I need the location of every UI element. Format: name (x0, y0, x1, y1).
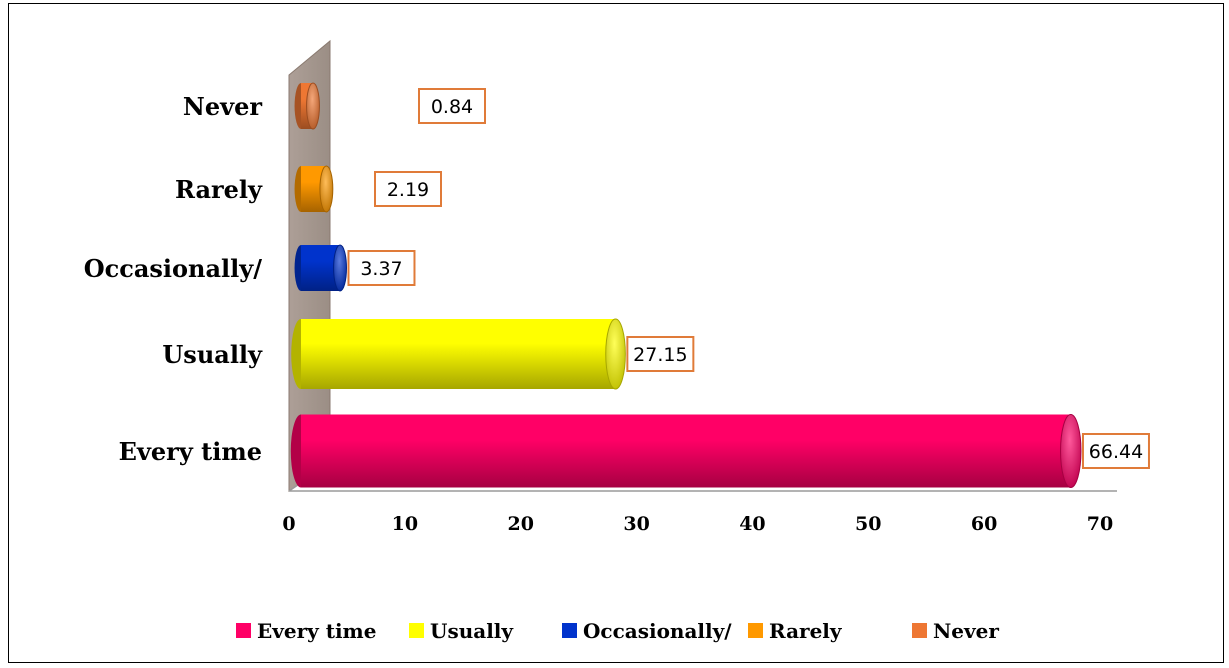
data-label-every-time: 66.44 (1081, 433, 1150, 469)
category-label-never: Never (183, 92, 262, 121)
category-label-rarely: Rarely (175, 175, 263, 204)
bar-rarely (294, 165, 334, 213)
data-label-usually: 27.15 (626, 336, 695, 372)
svg-text:Every time: Every time (257, 619, 376, 643)
x-tick-label-60: 60 (971, 513, 997, 535)
category-label-usually: Usually (162, 340, 263, 369)
category-label-every-time: Every time (119, 437, 262, 466)
svg-text:Usually: Usually (430, 619, 514, 643)
x-tick-label-30: 30 (623, 513, 649, 535)
svg-text:Occasionally/: Occasionally/ (583, 619, 732, 643)
svg-text:Never: Never (933, 619, 999, 643)
bar-usually (291, 318, 626, 390)
svg-text:27.15: 27.15 (633, 344, 687, 366)
bar-every-time (290, 414, 1082, 488)
x-tick-label-70: 70 (1087, 513, 1113, 535)
category-label-occasionally: Occasionally/ (84, 254, 263, 283)
x-tick-label-40: 40 (739, 513, 765, 535)
x-tick-label-10: 10 (392, 513, 418, 535)
x-tick-label-50: 50 (855, 513, 881, 535)
svg-text:0.84: 0.84 (431, 96, 473, 118)
svg-text:66.44: 66.44 (1089, 441, 1143, 463)
bar-occasionally (294, 244, 347, 292)
data-label-never: 0.84 (418, 88, 486, 124)
x-tick-label-20: 20 (507, 513, 533, 535)
legend-item-never: Never (912, 619, 999, 643)
data-label-rarely: 2.19 (374, 171, 442, 207)
svg-text:2.19: 2.19 (387, 179, 429, 201)
legend-item-every-time: Every time (236, 619, 376, 643)
legend-item-rarely: Rarely (748, 619, 843, 643)
bar-never (294, 82, 320, 130)
x-tick-label-0: 0 (282, 513, 295, 535)
svg-text:Rarely: Rarely (769, 619, 843, 643)
legend-item-occasionally: Occasionally/ (562, 619, 732, 643)
svg-text:3.37: 3.37 (360, 258, 402, 280)
data-label-occasionally: 3.37 (347, 250, 416, 286)
legend-item-usually: Usually (409, 619, 514, 643)
